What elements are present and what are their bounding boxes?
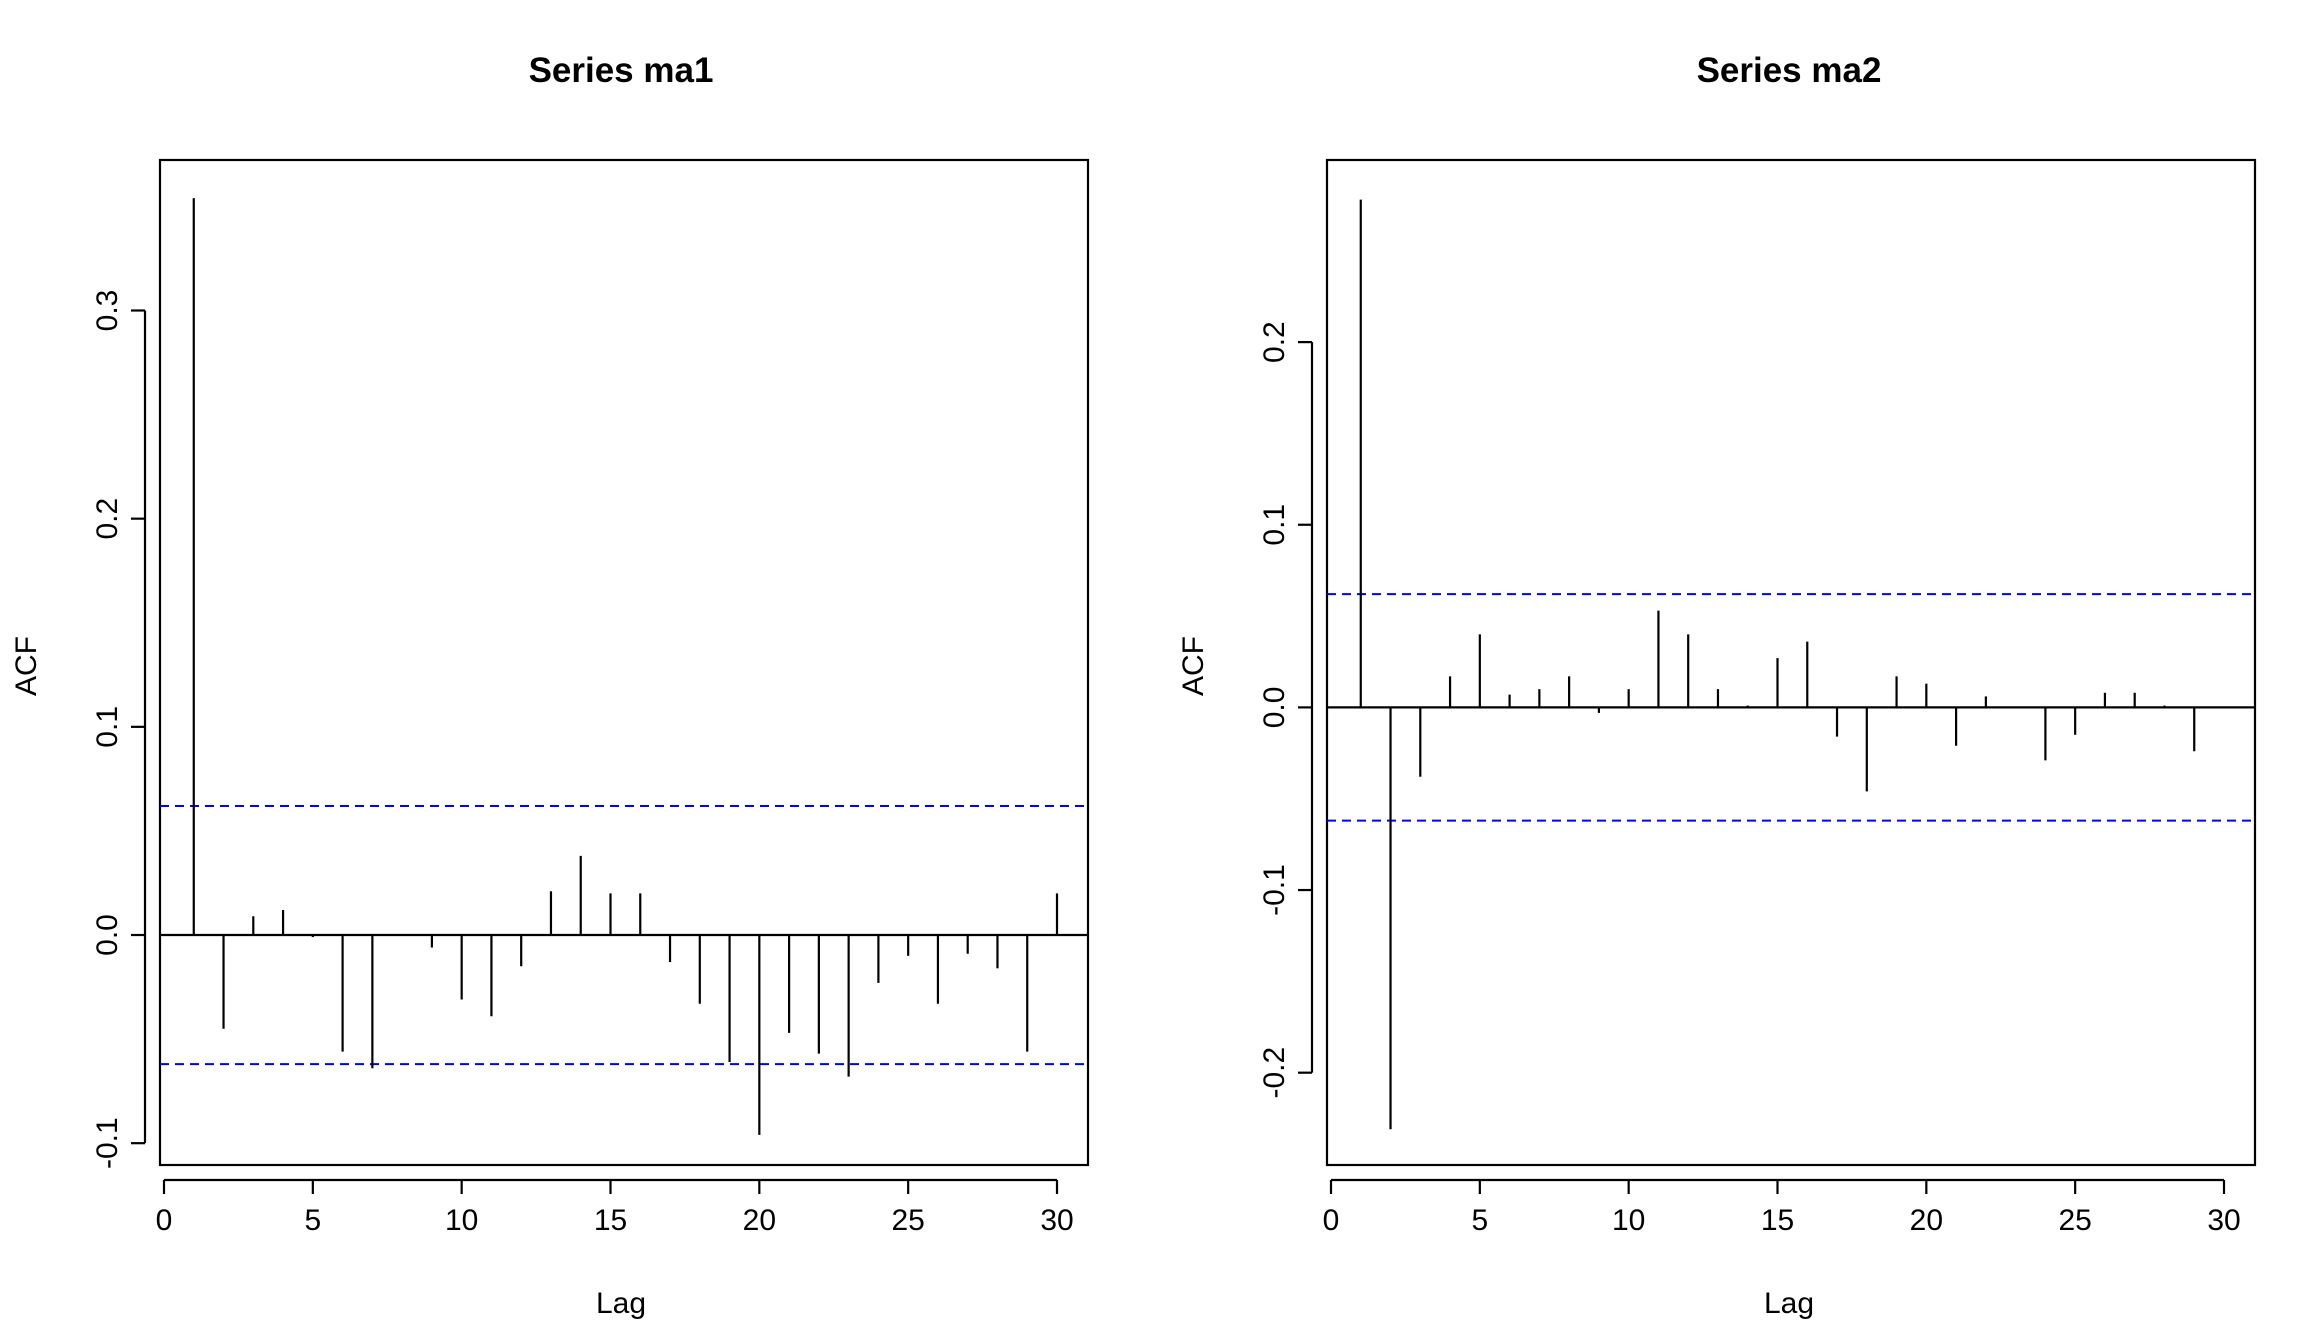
chart-title: Series ma1 [529,51,714,90]
y-tick-label: 0.0 [1258,687,1291,729]
y-tick-label: 0.3 [91,290,124,332]
x-tick-label: 0 [156,1204,173,1237]
x-tick-label: 5 [304,1204,321,1237]
plot-frame [158,158,1090,1167]
x-tick-label: 20 [1910,1204,1943,1237]
x-axis: 0 5 10 15 20 25 30 [1323,1178,2241,1237]
x-tick-label: 30 [1040,1204,1073,1237]
y-axis: -0.2 -0.1 0.0 0.1 0.2 [1258,321,1314,1099]
plot-frame [1325,158,2257,1167]
acf-panel-ma2: Series ma2 ACF Lag 0 5 10 15 20 25 30 -0.2 -0.1… [1177,51,2257,1320]
x-tick-label: 10 [445,1204,478,1237]
x-tick-label: 0 [1323,1204,1340,1237]
y-tick-label: 0.1 [91,706,124,748]
y-tick-label: -0.1 [91,1117,124,1169]
x-tick-label: 15 [594,1204,627,1237]
y-tick-label: 0.0 [91,914,124,956]
y-tick-label: 0.2 [91,498,124,540]
chart-title: Series ma2 [1697,51,1882,90]
x-tick-label: 25 [2058,1204,2091,1237]
y-axis-label: ACF [10,636,43,696]
x-axis-label: Lag [1764,1287,1814,1320]
plot-marks [160,198,1088,1135]
x-tick-label: 25 [891,1204,924,1237]
y-tick-label: -0.1 [1258,864,1291,916]
x-axis-label: Lag [596,1287,646,1320]
y-tick-label: -0.2 [1258,1047,1291,1099]
y-tick-label: 0.2 [1258,321,1291,363]
x-tick-label: 10 [1612,1204,1645,1237]
acf-panel-ma1: Series ma1 ACF Lag 0 5 10 15 20 25 30 -0.1 0.0 0… [10,51,1090,1320]
y-axis: -0.1 0.0 0.1 0.2 0.3 [91,290,147,1169]
plot-marks [1327,199,2255,1130]
x-tick-label: 30 [2207,1204,2240,1237]
y-axis-label: ACF [1177,636,1210,696]
x-tick-label: 15 [1761,1204,1794,1237]
x-tick-label: 20 [743,1204,776,1237]
x-tick-label: 5 [1471,1204,1488,1237]
y-tick-label: 0.1 [1258,504,1291,546]
x-axis: 0 5 10 15 20 25 30 [156,1178,1074,1237]
